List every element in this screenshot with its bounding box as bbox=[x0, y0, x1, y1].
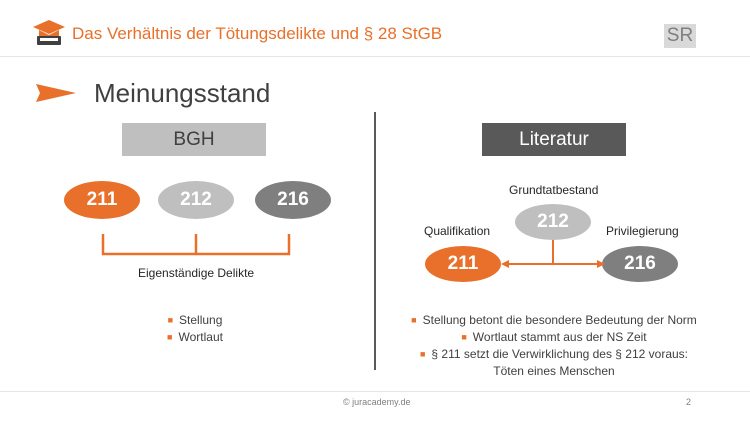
column-divider bbox=[374, 112, 376, 370]
bgh-bracket-label: Eigenständige Delikte bbox=[138, 266, 255, 280]
literatur-heading: Literatur bbox=[482, 123, 626, 156]
list-item: ■ Wortlaut bbox=[167, 330, 223, 344]
list-item-continuation: Töten eines Menschen bbox=[493, 364, 615, 378]
section-title: Meinungsstand bbox=[94, 78, 271, 108]
literatur-oval-211: 211 bbox=[425, 246, 501, 282]
literatur-connector bbox=[501, 240, 605, 268]
literatur-oval-216: 216 bbox=[602, 246, 678, 282]
bgh-oval-216: 216 bbox=[255, 181, 331, 219]
list-item: ■ § 211 setzt die Verwirklichung des § 21… bbox=[419, 347, 689, 361]
privilegierung-label: Privilegierung bbox=[606, 224, 679, 238]
list-item: ■ Wortlaut stammt aus der NS Zeit bbox=[461, 330, 647, 344]
page-number: 2 bbox=[686, 397, 692, 407]
author-badge: SR bbox=[664, 24, 696, 48]
bgh-oval-212: 212 bbox=[158, 181, 234, 219]
qualifikation-label: Qualifikation bbox=[424, 224, 491, 238]
literatur-oval-212: 212 bbox=[515, 204, 591, 240]
footer-divider bbox=[0, 391, 750, 392]
triangle-arrow-icon bbox=[36, 84, 76, 102]
bgh-oval-211: 211 bbox=[64, 181, 140, 219]
presentation-title: Das Verhältnis der Tötungsdelikte und § … bbox=[72, 24, 443, 43]
bgh-bracket bbox=[101, 234, 291, 256]
graduation-cap-book-icon bbox=[32, 18, 66, 48]
copyright-text: © juracademy.de bbox=[343, 397, 411, 407]
bgh-heading: BGH bbox=[122, 123, 266, 156]
grundtatbestand-label: Grundtatbestand bbox=[509, 183, 599, 197]
bgh-points: ■ Stellung ■ Wortlaut bbox=[150, 312, 240, 346]
header-divider bbox=[0, 56, 750, 57]
list-item: ■ Stellung bbox=[167, 313, 223, 327]
literatur-points: ■ Stellung betont die besondere Bedeutung… bbox=[384, 312, 724, 380]
list-item: ■ Stellung betont die besondere Bedeutung… bbox=[411, 313, 697, 327]
